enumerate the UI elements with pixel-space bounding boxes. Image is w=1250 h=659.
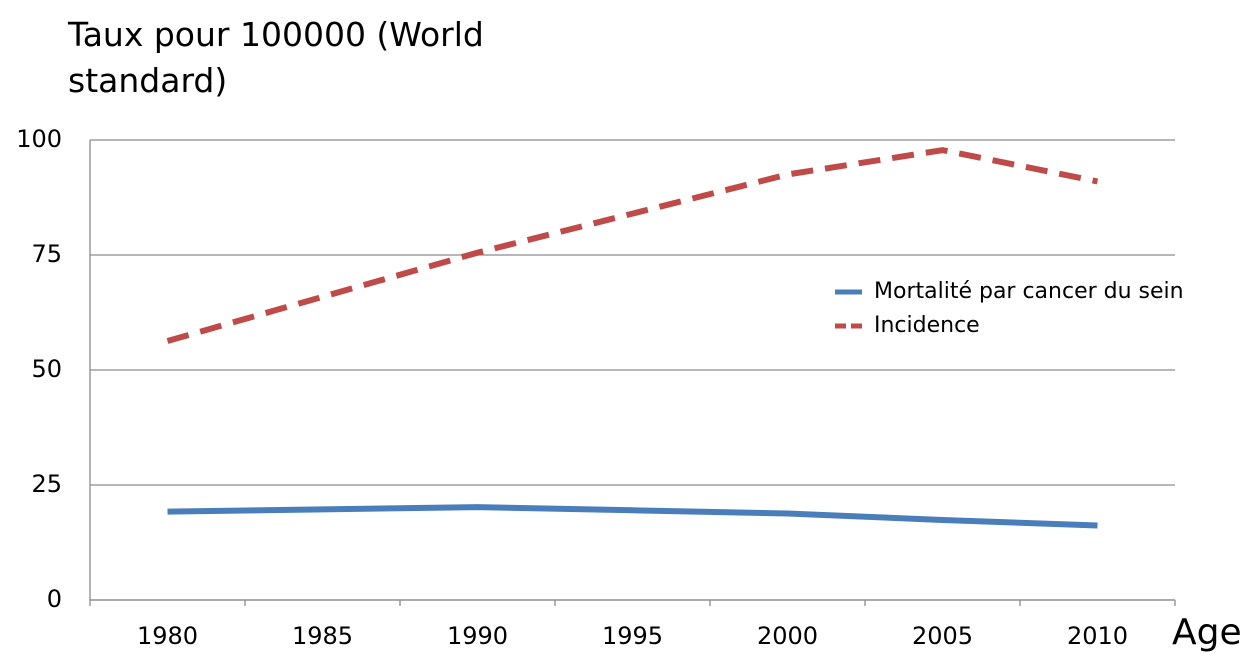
y-tick-label: 75 [31,240,62,268]
x-tick-label: 1995 [602,622,663,650]
legend-label: Mortalité par cancer du sein [874,279,1184,304]
chart-title: Taux pour 100000 (World standard) [68,15,484,100]
x-tick-label: 1980 [137,622,198,650]
y-tick-label: 25 [31,470,62,498]
x-tick-label: 1985 [292,622,353,650]
x-tick-label: 1990 [447,622,508,650]
legend-label: Incidence [874,313,980,338]
y-tick-label: 100 [16,125,62,153]
x-tick-label: 2000 [757,622,818,650]
x-tick-label: 2005 [912,622,973,650]
series-line [167,504,1098,529]
series-line [166,147,1099,344]
x-tick-label: 2010 [1067,622,1128,650]
x-axis-label: Age [1172,612,1242,653]
y-tick-label: 0 [47,585,62,613]
y-tick-label: 50 [31,355,62,383]
